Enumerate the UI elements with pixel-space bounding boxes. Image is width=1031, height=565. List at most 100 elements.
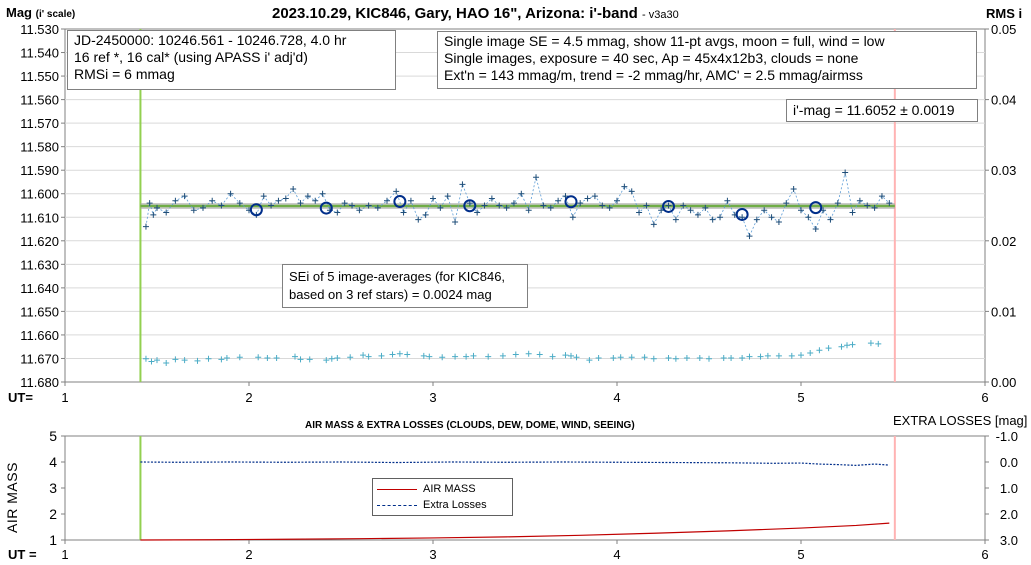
bottom-x-tick-label: 4 — [613, 547, 620, 562]
bottom-y-tick-label: 2 — [49, 506, 57, 522]
single-image-point — [812, 226, 819, 233]
x-axis-label: UT= — [8, 390, 33, 405]
single-image-point — [407, 197, 414, 204]
rms-point — [264, 354, 271, 361]
single-image-point — [761, 207, 768, 214]
rms-point — [788, 352, 795, 359]
legend-air-mass-label: AIR MASS — [423, 483, 476, 495]
rms-point — [426, 353, 433, 360]
bottom-x-tick-label: 2 — [245, 547, 252, 562]
single-image-point — [437, 204, 444, 211]
bottom-y2-tick-label: 0.0 — [1000, 455, 1018, 470]
legend-air-mass-swatch — [377, 488, 417, 490]
single-image-point — [584, 195, 591, 202]
single-image-point — [599, 202, 606, 209]
single-image-point — [365, 202, 372, 209]
y-tick-label: 11.560 — [20, 93, 59, 108]
y-tick-label: 11.600 — [20, 187, 59, 202]
y-tick-label: 11.610 — [20, 210, 59, 225]
rms-point — [665, 354, 672, 361]
single-image-point — [393, 188, 400, 195]
y-tick-label: 11.570 — [20, 116, 59, 131]
single-image-point — [746, 233, 753, 240]
single-image-point — [503, 204, 510, 211]
x-tick-label: 3 — [429, 390, 436, 405]
single-image-point — [319, 190, 326, 197]
rms-point — [154, 357, 160, 364]
single-image-point — [871, 204, 878, 211]
single-image-point — [341, 200, 348, 207]
bottom-y2-tick-label: 2.0 — [1000, 507, 1018, 522]
y-axis-label-sub: (i' scale) — [35, 9, 76, 20]
x-tick-label: 2 — [245, 390, 252, 405]
rms-point — [512, 351, 519, 358]
single-image-point — [694, 211, 701, 218]
single-image-point — [452, 218, 459, 225]
rms-point — [746, 353, 753, 360]
rms-point — [757, 353, 764, 360]
y-tick-label: 11.620 — [20, 234, 59, 249]
y2-tick-label: 0.03 — [991, 163, 1016, 178]
average-point — [564, 195, 578, 209]
y2-tick-label: 0.00 — [991, 375, 1016, 390]
bottom-y-axis-label: AIR MASS — [4, 462, 20, 533]
info-right-line-2: Single images, exposure = 40 sec, Ap = 4… — [444, 50, 859, 66]
rms-point — [452, 353, 459, 360]
rms-point — [328, 355, 335, 362]
single-image-point — [798, 207, 804, 214]
rms-point — [825, 345, 832, 352]
rms-point — [798, 352, 804, 359]
result-box: i'-mag = 11.6052 ± 0.0019 — [786, 99, 978, 122]
rms-point — [334, 354, 341, 361]
average-point — [809, 201, 823, 215]
single-image-point — [525, 207, 532, 214]
bottom-y2-tick-label: 3.0 — [1000, 533, 1018, 548]
rms-point — [739, 354, 746, 361]
sei-box: SEi of 5 image-averages (for KIC846, bas… — [282, 264, 528, 308]
single-image-point — [172, 197, 179, 204]
bottom-x-tick-label: 3 — [429, 547, 436, 562]
y2-tick-label: 0.01 — [991, 304, 1016, 319]
single-image-point — [190, 207, 197, 214]
rms-point — [378, 352, 385, 359]
rms-point — [807, 350, 814, 357]
y-tick-label: 11.540 — [20, 46, 59, 61]
single-image-point — [260, 193, 267, 200]
single-image-point — [209, 197, 216, 204]
single-image-point — [569, 214, 576, 221]
rms-point — [172, 356, 179, 363]
rms-point — [463, 353, 470, 360]
rms-point — [764, 352, 771, 359]
single-image-point — [422, 211, 429, 218]
rms-point — [255, 354, 262, 361]
single-image-point — [400, 209, 407, 216]
legend-extra-losses-swatch — [377, 504, 417, 506]
single-image-point — [349, 202, 356, 209]
average-point — [463, 199, 477, 213]
y2-tick-label: 0.02 — [991, 234, 1016, 249]
single-image-point — [849, 209, 856, 216]
rms-point — [720, 354, 727, 361]
bottom-x-axis-label: UT = — [8, 547, 37, 562]
y-tick-label: 11.590 — [20, 163, 59, 178]
single-image-point — [533, 174, 540, 181]
rms-point — [628, 354, 635, 361]
legend-extra-losses-label: Extra Losses — [423, 499, 487, 511]
bottom-y-tick-label: 4 — [49, 454, 57, 470]
single-image-point — [488, 195, 495, 202]
rms-point — [549, 353, 556, 360]
rms-point — [875, 340, 882, 347]
rms-point — [205, 355, 212, 362]
single-image-point — [628, 188, 635, 195]
rms-point — [641, 354, 648, 361]
single-image-point — [290, 186, 297, 193]
average-point — [249, 203, 263, 217]
y-axis-label: Mag (i' scale) — [6, 5, 75, 20]
rms-point — [365, 353, 372, 360]
single-image-point — [856, 197, 863, 204]
single-image-point — [384, 197, 390, 204]
legend-item-extra-losses: Extra Losses — [377, 497, 508, 513]
rms-point — [236, 354, 243, 361]
x-tick-label: 5 — [797, 390, 804, 405]
bottom-y-tick-label: 5 — [49, 428, 57, 444]
